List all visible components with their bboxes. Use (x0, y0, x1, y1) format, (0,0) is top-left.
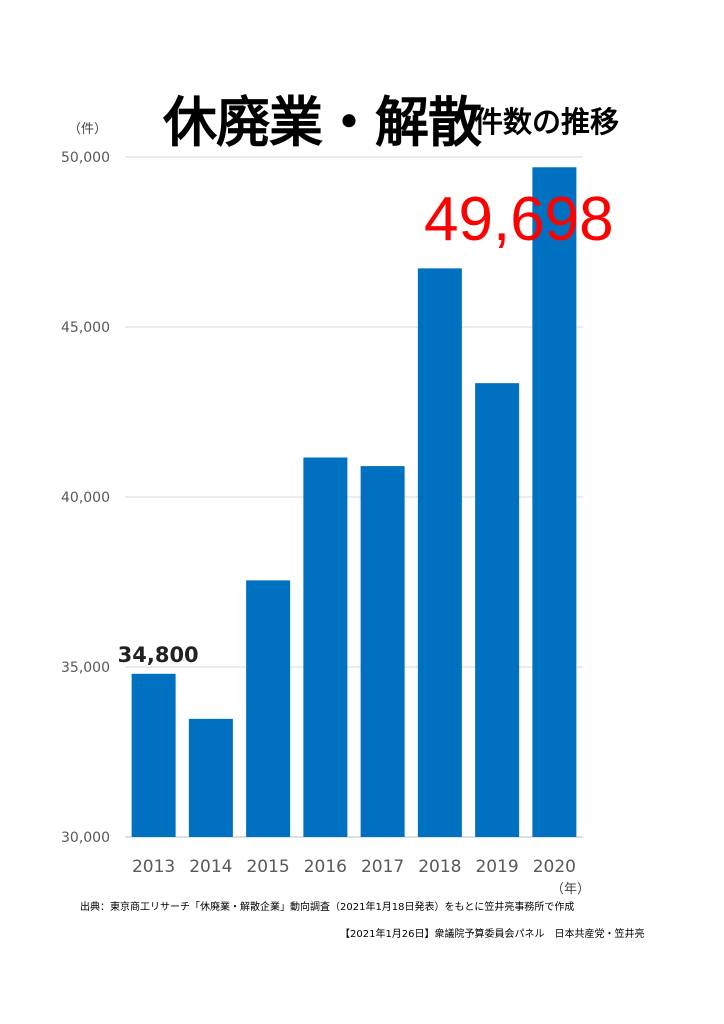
y-tick-label: 35,000 (61, 660, 110, 676)
bar-2015 (246, 580, 291, 837)
credit-line: 【2021年1月26日】衆議院予算委員会パネル 日本共産党・笠井亮 (340, 929, 645, 940)
x-tick-label: 2016 (304, 857, 347, 877)
data-label-first: 34,800 (118, 643, 199, 667)
y-tick-label: 40,000 (61, 490, 110, 506)
bar-2017 (360, 466, 405, 837)
x-tick-label: 2019 (475, 857, 518, 877)
x-tick-label: 2015 (246, 857, 289, 877)
x-tick-label: 2018 (418, 857, 461, 877)
bar-2018 (417, 268, 462, 837)
x-tick-label: 2013 (132, 857, 175, 877)
bar-2016 (303, 457, 348, 837)
source-note: 出典：東京商工リサーチ「休廃業・解散企業」動向調査（2021年1月18日発表）を… (80, 902, 575, 913)
y-axis-unit: （件） (68, 122, 108, 137)
x-tick-label: 2017 (361, 857, 404, 877)
x-tick-label: 2014 (189, 857, 232, 877)
chart-subtitle: 件数の推移 (474, 105, 620, 139)
y-tick-label: 45,000 (61, 320, 110, 336)
y-tick-label: 50,000 (61, 150, 110, 166)
data-label-last: 49,698 (424, 185, 614, 254)
x-axis-unit: （年） (551, 882, 591, 897)
bar-2019 (475, 383, 520, 837)
y-tick-label: 30,000 (61, 830, 110, 846)
bar-2014 (188, 718, 233, 837)
bar-2013 (131, 673, 176, 837)
chart-title: 休廃業・解散 (163, 91, 482, 154)
x-tick-label: 2020 (533, 857, 576, 877)
bar-2020 (532, 167, 577, 837)
